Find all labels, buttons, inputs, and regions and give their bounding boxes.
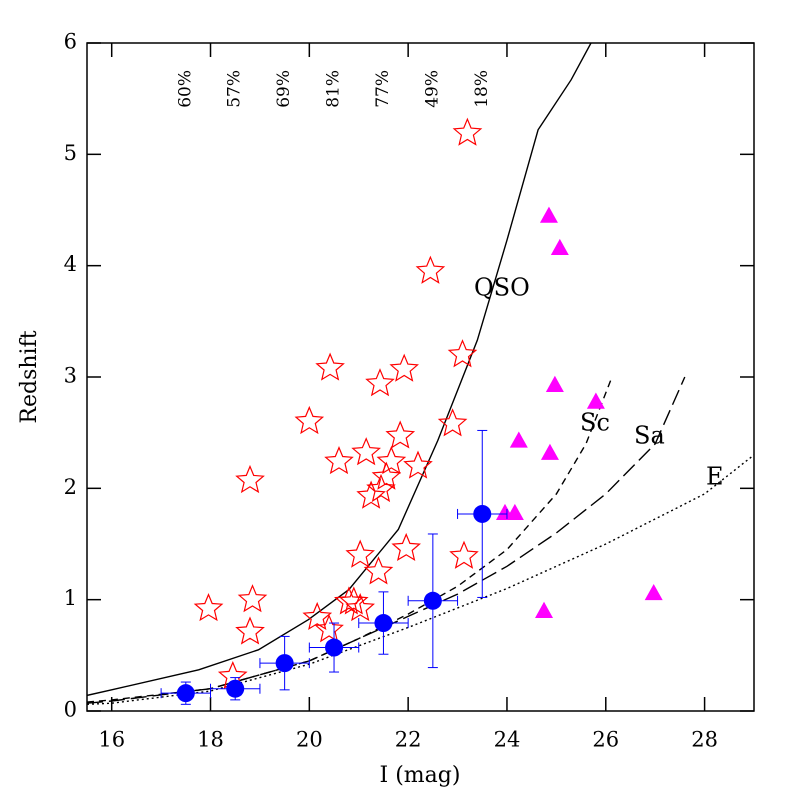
completeness-label: 69% [274, 70, 294, 108]
model-curve [87, 380, 612, 703]
binned-point [374, 614, 393, 633]
star-point [371, 461, 402, 490]
y-tick-label: 6 [64, 30, 77, 54]
binned-point [423, 591, 442, 610]
completeness-label: 57% [225, 70, 245, 108]
star-point [366, 473, 396, 503]
star-point [193, 593, 224, 622]
binned-point [275, 654, 294, 673]
star-point [389, 353, 419, 382]
star-point [302, 601, 333, 631]
star-point [315, 352, 345, 381]
x-tick-label: 18 [197, 728, 224, 752]
star-point [235, 464, 265, 494]
star-point [333, 586, 364, 615]
star-point [351, 437, 381, 466]
star-point [365, 368, 395, 397]
model-curve [87, 43, 592, 697]
x-tick-label: 26 [592, 728, 619, 752]
x-tick-label: 16 [98, 728, 125, 752]
star-point [447, 339, 478, 368]
triangle-point [540, 443, 559, 460]
triangle-point [586, 392, 605, 409]
triangle-point [535, 601, 554, 618]
y-tick-label: 1 [64, 586, 77, 610]
x-tick-label: 22 [395, 728, 422, 752]
curve-label: Sc [580, 409, 610, 437]
y-tick-label: 3 [64, 364, 77, 388]
star-point [415, 255, 446, 284]
star-point [449, 540, 479, 569]
binned-point [176, 684, 195, 703]
triangle-point [550, 238, 569, 256]
triangle-point [644, 583, 663, 601]
star-point [235, 616, 265, 645]
triangle-point [505, 503, 524, 521]
star-point [314, 614, 344, 643]
x-tick-label: 24 [494, 728, 521, 752]
star-point [237, 584, 268, 613]
star-point [391, 532, 421, 562]
star-point [356, 480, 386, 509]
binned-point [325, 638, 344, 657]
completeness-label: 81% [324, 70, 344, 108]
curve-label: QSO [474, 274, 530, 302]
completeness-label: 18% [472, 70, 492, 108]
model-curve [87, 454, 754, 705]
star-point [403, 450, 433, 479]
binned-point [473, 504, 492, 523]
curve-label: Sa [634, 422, 665, 450]
completeness-label: 77% [373, 70, 393, 108]
y-tick-label: 4 [64, 252, 77, 276]
star-point [437, 408, 468, 437]
star-point [363, 556, 394, 585]
star-point [345, 593, 375, 622]
y-tick-label: 0 [64, 698, 77, 722]
binned-point [226, 679, 245, 698]
star-point [324, 446, 354, 475]
triangle-point [509, 431, 528, 448]
x-tick-label: 28 [691, 728, 718, 752]
y-tick-label: 5 [64, 141, 77, 165]
star-point [452, 117, 483, 146]
star-point [294, 405, 325, 435]
curve-label: E [706, 463, 724, 491]
star-point [345, 539, 375, 568]
x-axis-label: I (mag) [380, 763, 461, 788]
completeness-label: 60% [175, 70, 195, 108]
completeness-label: 49% [422, 70, 442, 108]
x-tick-label: 20 [296, 728, 323, 752]
y-axis-label: Redshift [17, 330, 42, 423]
star-point [385, 420, 416, 449]
star-point [376, 446, 407, 475]
y-tick-label: 2 [64, 475, 77, 499]
triangle-point [545, 375, 564, 392]
triangle-point [539, 206, 558, 223]
plot-frame [86, 42, 755, 712]
